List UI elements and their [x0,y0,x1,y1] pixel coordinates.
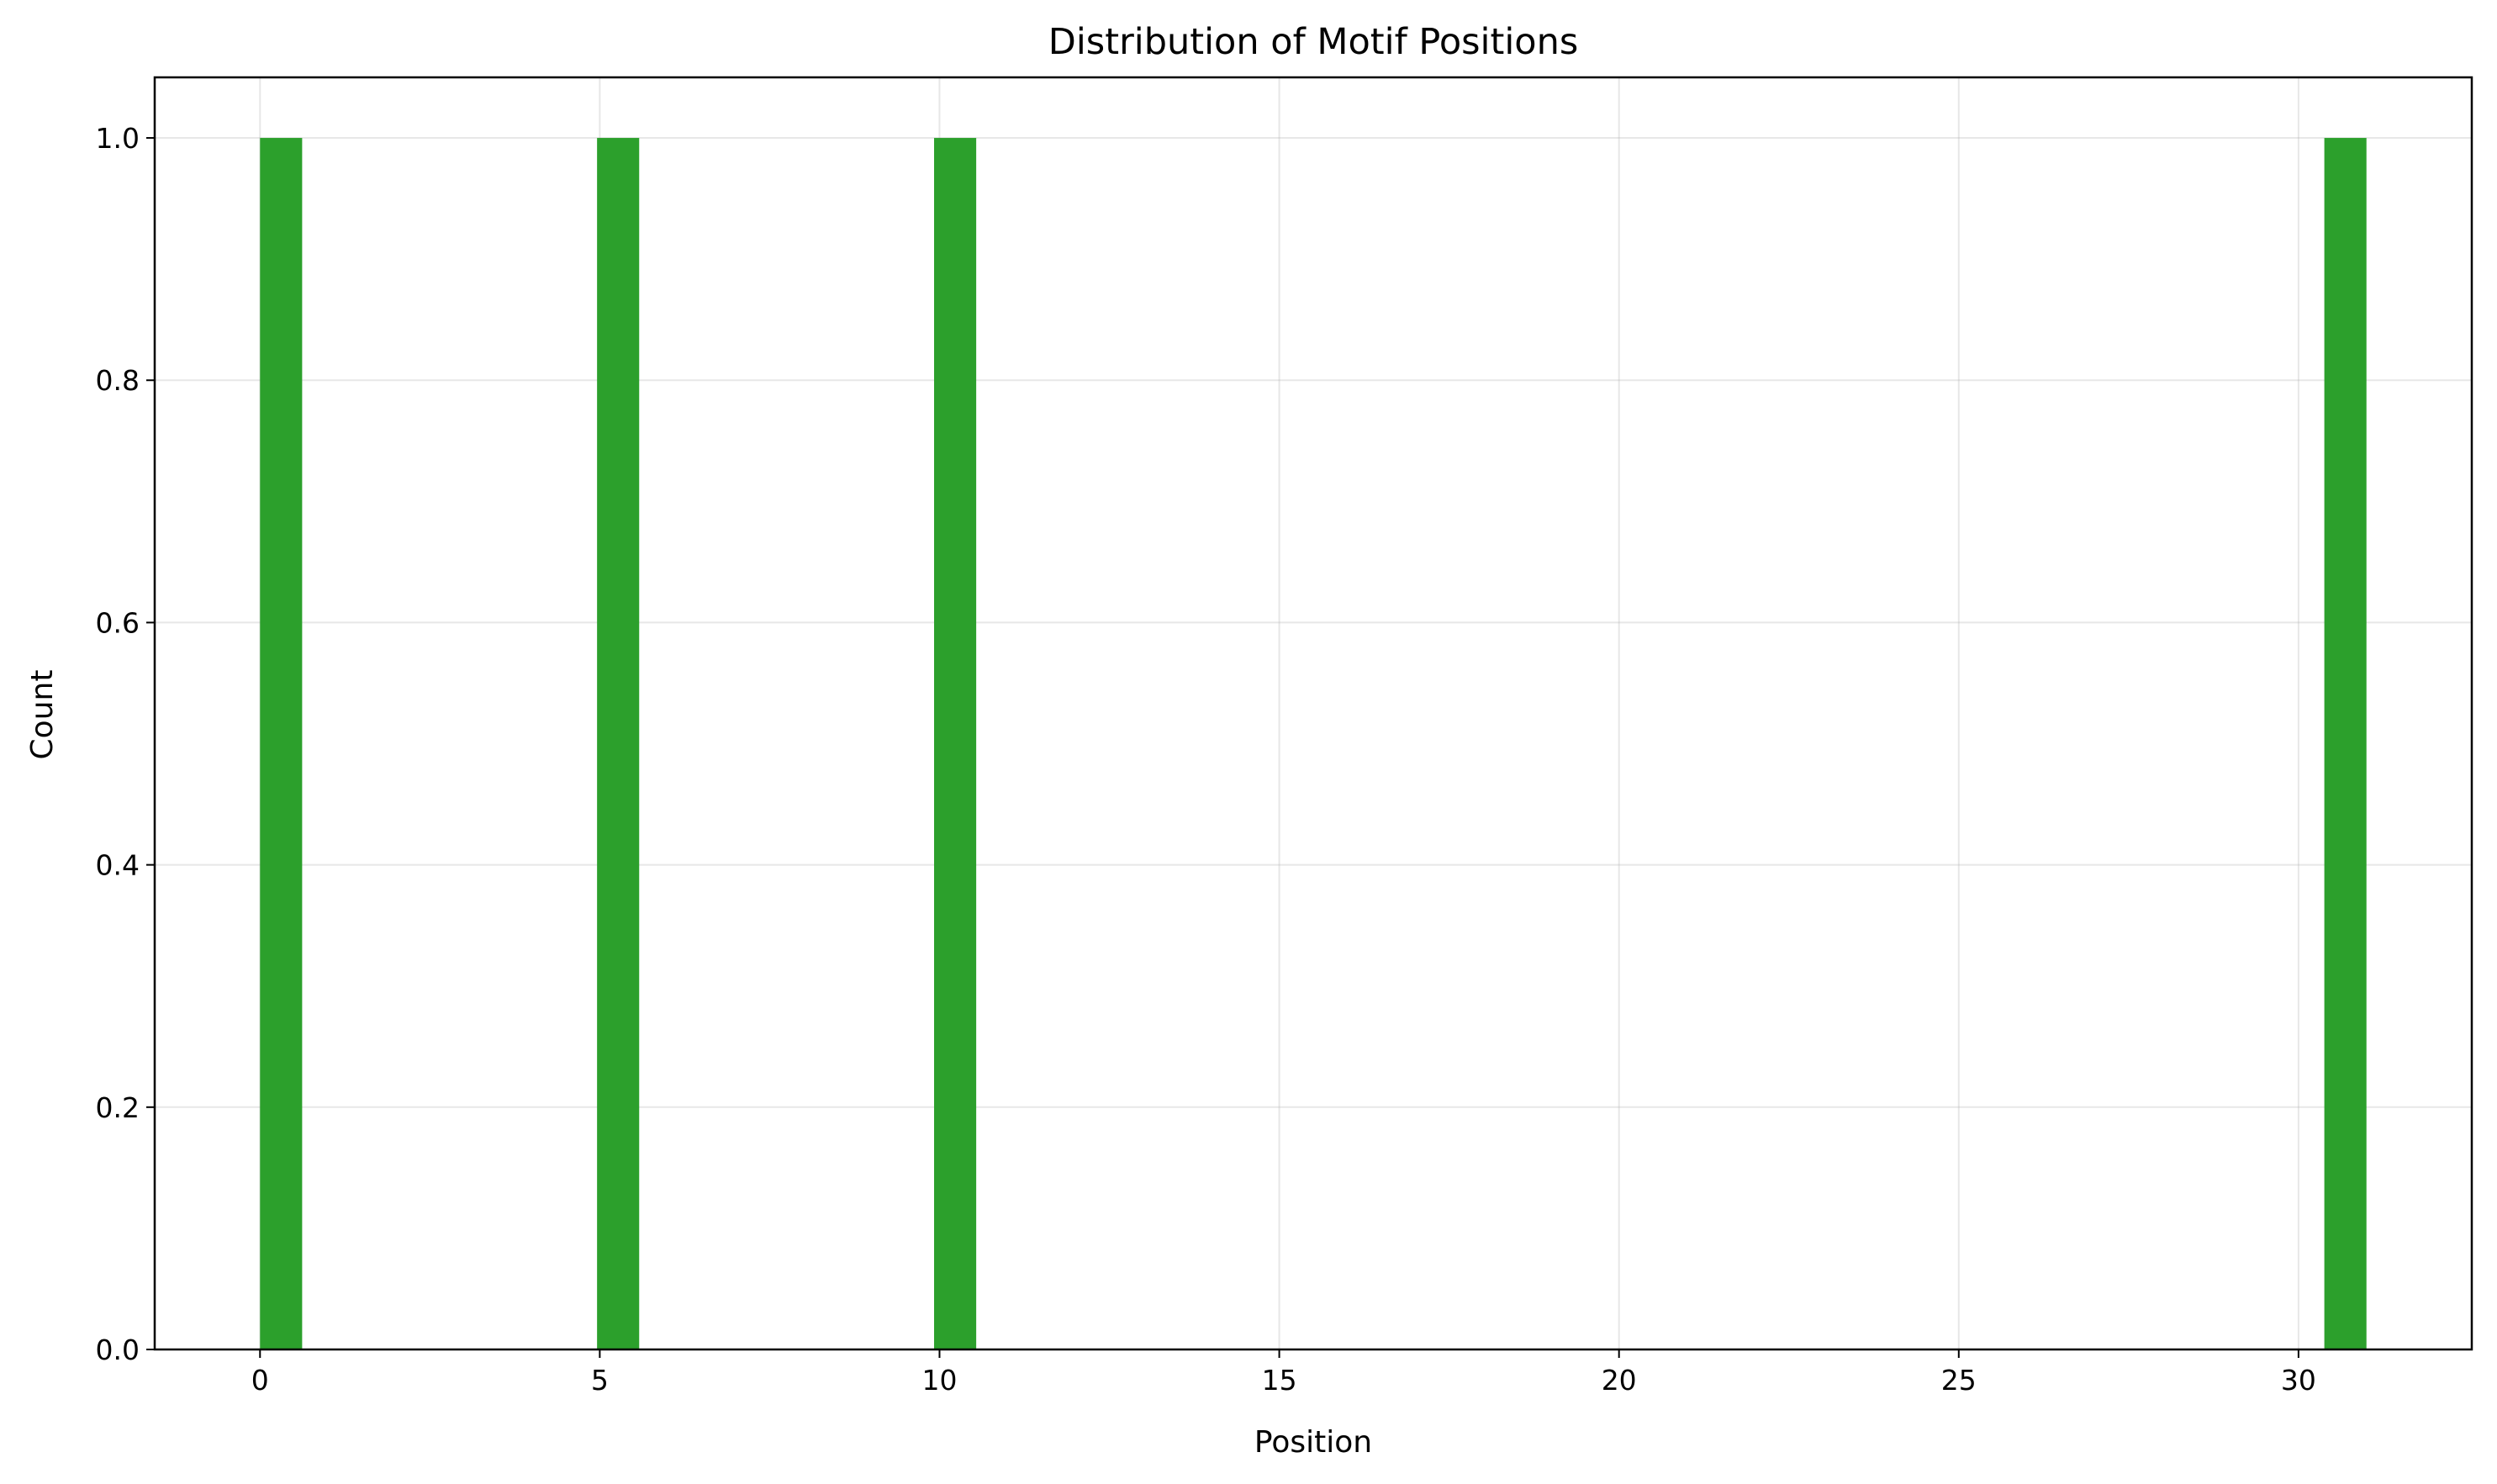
x-tick-label: 20 [1602,1364,1637,1397]
histogram-bar [934,138,977,1350]
grid-lines [155,77,2472,1350]
y-tick-label: 0.4 [96,849,140,882]
x-tick-label: 0 [251,1364,269,1397]
chart-title: Distribution of Motif Positions [1048,21,1579,63]
y-tick-label: 0.8 [96,364,140,397]
axis-ticks: 0 5 10 15 20 25 30 0.0 0.2 0.4 0.6 0.8 1.0 [96,122,2316,1397]
plot-frame [153,76,2473,1351]
y-tick-label: 1.0 [96,122,140,155]
histogram-bar [2324,138,2367,1350]
histogram-bar [260,138,303,1350]
x-tick-label: 15 [1262,1364,1297,1397]
y-tick-label: 0.2 [96,1091,140,1124]
y-axis-label: Count [25,670,60,760]
x-tick-label: 25 [1941,1364,1977,1397]
x-tick-label: 5 [591,1364,609,1397]
x-tick-label: 10 [921,1364,957,1397]
x-axis-label: Position [1254,1425,1372,1460]
y-tick-label: 0.6 [96,606,140,639]
y-tick-label: 0.0 [96,1333,140,1366]
x-tick-label: 30 [2281,1364,2316,1397]
histogram-bars [260,138,2367,1350]
histogram-bar [597,138,640,1350]
